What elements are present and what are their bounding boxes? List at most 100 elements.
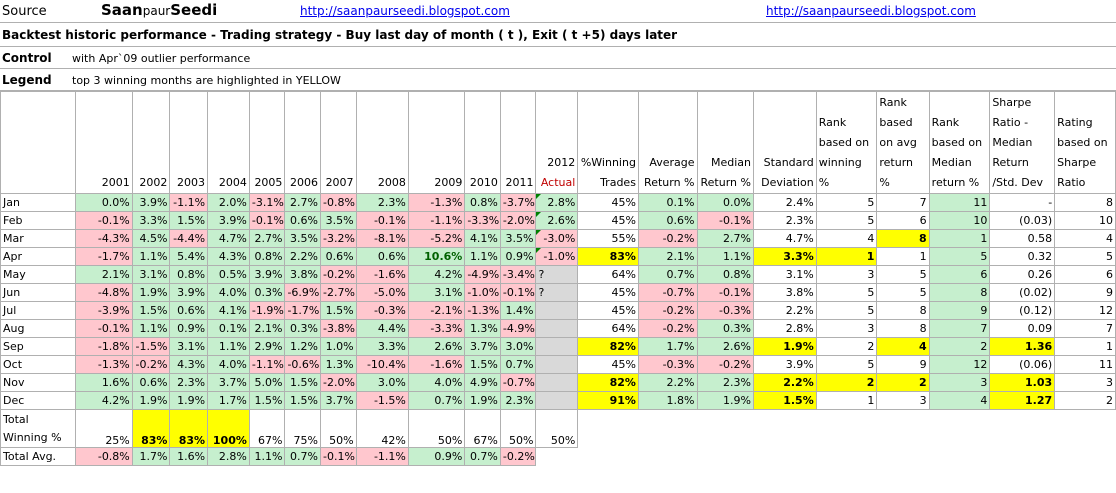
table-cell: 2.7% xyxy=(248,229,286,248)
table-cell: 3.3% xyxy=(355,337,409,356)
table-cell: 5 xyxy=(876,265,930,284)
table-cell: 3.7% xyxy=(207,373,250,392)
table-cell: -3.3% xyxy=(464,211,501,230)
column-header: 2007 xyxy=(320,91,357,194)
table-cell: 8 xyxy=(876,319,930,338)
control-label: Control xyxy=(2,51,52,65)
table-cell: 4.5% xyxy=(131,229,171,248)
table-cell: 3.5% xyxy=(320,211,357,230)
column-header: Sharpe Ratio - Median Return /Std. Dev xyxy=(989,91,1056,194)
table-cell: -3.1% xyxy=(248,193,286,212)
table-cell: 1.5% xyxy=(752,391,817,410)
table-cell: -2.7% xyxy=(320,283,357,302)
table-cell: 3.9% xyxy=(248,265,286,284)
total-winning-cell: 67% xyxy=(248,409,286,448)
table-cell: 3.0% xyxy=(499,337,537,356)
blog-link-1[interactable]: http://saanpaurseedi.blogspot.com xyxy=(300,4,510,18)
total-average-cell: 1.6% xyxy=(169,447,209,466)
table-cell: 1.7% xyxy=(637,337,698,356)
column-header-year: 2012 xyxy=(547,156,576,169)
table-cell: 82% xyxy=(577,373,639,392)
total-average-cell: -0.8% xyxy=(75,447,133,466)
table-cell: 0.9% xyxy=(499,247,537,266)
table-cell: 4 xyxy=(1054,229,1116,248)
empty-cell xyxy=(990,410,1055,448)
table-cell: -0.8% xyxy=(320,193,357,212)
table-cell: 1.9% xyxy=(169,391,209,410)
table-cell: 7 xyxy=(1054,319,1116,338)
table-cell: 9 xyxy=(928,301,991,320)
table-cell: 0.7% xyxy=(407,391,466,410)
table-cell: 4.0% xyxy=(207,355,250,374)
table-cell: 3.8% xyxy=(752,283,817,302)
table-cell: 1.5% xyxy=(464,355,501,374)
table-cell: 12 xyxy=(928,355,991,374)
table-cell: 45% xyxy=(577,355,639,374)
column-header: Rank based on winning % xyxy=(815,91,878,194)
source-label: Source xyxy=(2,4,47,19)
total-average-cell: 1.7% xyxy=(131,447,171,466)
table-cell: 3.7% xyxy=(320,391,357,410)
table-cell: -0.6% xyxy=(284,355,321,374)
table-cell: -5.0% xyxy=(355,283,409,302)
legend-text: top 3 winning months are highlighted in … xyxy=(72,74,341,87)
empty-cell xyxy=(578,448,639,466)
table-cell: 1.1% xyxy=(131,319,171,338)
table-cell: -1.6% xyxy=(407,355,466,374)
table-cell: 2 xyxy=(876,373,930,392)
table-cell: -4.9% xyxy=(499,319,537,338)
month-label: Jul xyxy=(0,301,77,320)
table-cell: 1.7% xyxy=(207,391,250,410)
table-cell: 4 xyxy=(928,391,991,410)
table-cell: 2.1% xyxy=(248,319,286,338)
column-header: 2004 xyxy=(207,91,250,194)
table-cell: -4.3% xyxy=(75,229,133,248)
table-cell: 0.8% xyxy=(464,193,501,212)
table-cell: 1.9% xyxy=(752,337,817,356)
table-cell: 1.5% xyxy=(131,301,171,320)
table-cell: 5.0% xyxy=(248,373,286,392)
table-cell: 5 xyxy=(815,211,878,230)
total-winning-cell: 83% xyxy=(131,409,171,448)
column-header: Average Return % xyxy=(637,91,698,194)
table-cell: -1.1% xyxy=(407,211,466,230)
empty-cell xyxy=(578,410,639,448)
blog-link-2[interactable]: http://saanpaurseedi.blogspot.com xyxy=(766,4,976,18)
table-cell: 3 xyxy=(815,265,878,284)
empty-cell xyxy=(929,410,990,448)
total-winning-cell: 50% xyxy=(407,409,466,448)
table-cell: 0.1% xyxy=(637,193,698,212)
table-cell: 0.32 xyxy=(989,247,1056,266)
table-cell: -0.1% xyxy=(75,319,133,338)
table-cell: 8 xyxy=(876,229,930,248)
table-cell: 3.0% xyxy=(355,373,409,392)
empty-cell xyxy=(536,448,578,466)
table-cell: 91% xyxy=(577,391,639,410)
table-cell: 3.9% xyxy=(207,211,250,230)
table-cell: 1.9% xyxy=(696,391,754,410)
empty-cell xyxy=(638,448,697,466)
table-cell: 2.6% xyxy=(535,211,579,230)
table-cell: 1.9% xyxy=(131,283,171,302)
column-header: Rating based on Sharpe Ratio xyxy=(1054,91,1116,194)
total-winning-cell: 50% xyxy=(320,409,357,448)
table-cell: 0.8% xyxy=(248,247,286,266)
table-row: Dec 4.2% 1.9% 1.9% 1.7% 1.5% 1.5% 3.7% -1.5% 0.7%… xyxy=(0,391,1116,410)
table-cell: (0.03) xyxy=(989,211,1056,230)
table-cell: 0.7% xyxy=(637,265,698,284)
table-cell: -2.1% xyxy=(407,301,466,320)
month-label: Feb xyxy=(0,211,77,230)
table-cell: 5 xyxy=(815,355,878,374)
brand-part-2: paur xyxy=(142,4,171,18)
table-cell: 1 xyxy=(928,229,991,248)
column-header: 2005 xyxy=(248,91,286,194)
table-cell: 3.5% xyxy=(499,229,537,248)
table-cell: 4 xyxy=(815,229,878,248)
column-header: %Winning Trades xyxy=(577,91,639,194)
table-cell: 83% xyxy=(577,247,639,266)
table-cell: 1.1% xyxy=(696,247,754,266)
table-cell: 0.5% xyxy=(207,265,250,284)
total-winning-label: Total Winning % xyxy=(0,409,77,448)
table-row: Sep -1.8% -1.5% 3.1% 1.1% 2.9% 1.2% 1.0% 3.3% 2.6… xyxy=(0,337,1116,356)
table-cell: -3.2% xyxy=(320,229,357,248)
